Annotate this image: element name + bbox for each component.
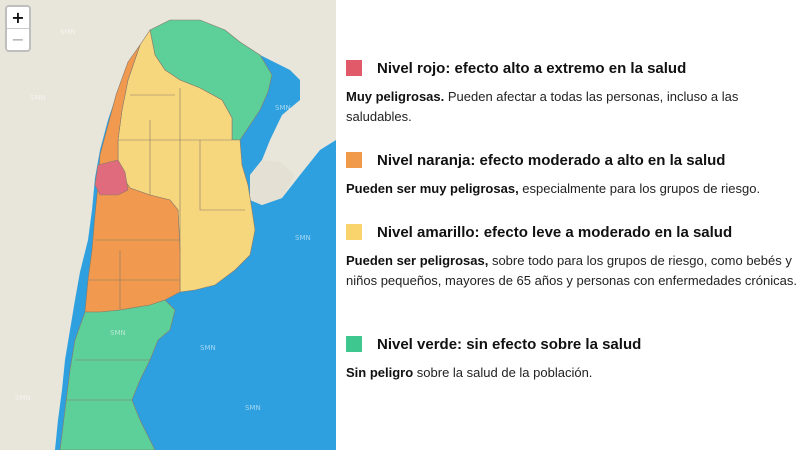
watermark-group: SMN SMN SMN SMN SMN SMN SMN SMN bbox=[15, 28, 311, 412]
legend-entry-naranja: Nivel naranja: efecto moderado a alto en… bbox=[346, 150, 798, 199]
region-verde-sur bbox=[59, 299, 176, 450]
zoom-control: + − bbox=[5, 5, 31, 52]
land-neighbors bbox=[0, 0, 336, 450]
legend-head: Nivel rojo: efecto alto a extremo en la … bbox=[346, 58, 798, 78]
legend-desc-naranja: Pueden ser muy peligrosas, especialmente… bbox=[346, 179, 798, 199]
legend-head: Nivel amarillo: efecto leve a moderado e… bbox=[346, 222, 798, 242]
legend-swatch-verde bbox=[346, 336, 362, 352]
legend-title-amarillo: Nivel amarillo: efecto leve a moderado e… bbox=[377, 223, 733, 241]
legend-panel: Nivel rojo: efecto alto a extremo en la … bbox=[346, 0, 800, 450]
uruguay bbox=[250, 160, 295, 205]
legend-head: Nivel naranja: efecto moderado a alto en… bbox=[346, 150, 798, 170]
legend-desc-bold: Sin peligro bbox=[346, 365, 414, 380]
legend-desc-amarillo: Pueden ser peligrosas, sobre todo para l… bbox=[346, 251, 798, 291]
legend-swatch-amarillo bbox=[346, 224, 362, 240]
legend-swatch-naranja bbox=[346, 152, 362, 168]
svg-text:SMN: SMN bbox=[295, 234, 311, 242]
legend-desc-bold: Muy peligrosas. bbox=[346, 89, 445, 104]
svg-text:SMN: SMN bbox=[60, 28, 76, 36]
svg-text:SMN: SMN bbox=[245, 404, 261, 412]
legend-head: Nivel verde: sin efecto sobre la salud bbox=[346, 334, 798, 354]
zoom-out-button[interactable]: − bbox=[7, 29, 29, 50]
legend-entry-verde: Nivel verde: sin efecto sobre la salud S… bbox=[346, 334, 798, 383]
svg-text:SMN: SMN bbox=[110, 329, 126, 337]
province-borders bbox=[65, 88, 245, 401]
legend-swatch-rojo bbox=[346, 60, 362, 76]
legend-desc-rojo: Muy peligrosas. Pueden afectar a todas l… bbox=[346, 87, 798, 127]
legend-desc-bold: Pueden ser peligrosas, bbox=[346, 253, 489, 268]
legend-desc-bold: Pueden ser muy peligrosas, bbox=[346, 181, 519, 196]
legend-title-naranja: Nivel naranja: efecto moderado a alto en… bbox=[377, 151, 726, 169]
svg-text:SMN: SMN bbox=[200, 344, 216, 352]
legend-desc-text: Pueden afectar a todas las personas, inc… bbox=[346, 89, 739, 124]
legend-title-verde: Nivel verde: sin efecto sobre la salud bbox=[377, 335, 642, 353]
svg-text:SMN: SMN bbox=[15, 394, 31, 402]
legend-desc-text: sobre la salud de la población. bbox=[413, 365, 593, 380]
legend-entry-amarillo: Nivel amarillo: efecto leve a moderado e… bbox=[346, 222, 798, 291]
legend-desc-text: especialmente para los grupos de riesgo. bbox=[518, 181, 761, 196]
map-canvas[interactable]: SMN SMN SMN SMN SMN SMN SMN SMN bbox=[0, 0, 336, 450]
legend-entry-rojo: Nivel rojo: efecto alto a extremo en la … bbox=[346, 58, 798, 127]
legend-desc-text: sobre todo para los grupos de riesgo, co… bbox=[346, 253, 797, 288]
svg-text:SMN: SMN bbox=[30, 94, 46, 102]
region-rojo bbox=[94, 159, 129, 196]
legend-desc-verde: Sin peligro sobre la salud de la poblaci… bbox=[346, 363, 798, 383]
zoom-in-button[interactable]: + bbox=[7, 7, 29, 29]
svg-text:SMN: SMN bbox=[275, 104, 291, 112]
legend-title-rojo: Nivel rojo: efecto alto a extremo en la … bbox=[377, 59, 687, 77]
map-panel[interactable]: SMN SMN SMN SMN SMN SMN SMN SMN + − bbox=[0, 0, 336, 450]
